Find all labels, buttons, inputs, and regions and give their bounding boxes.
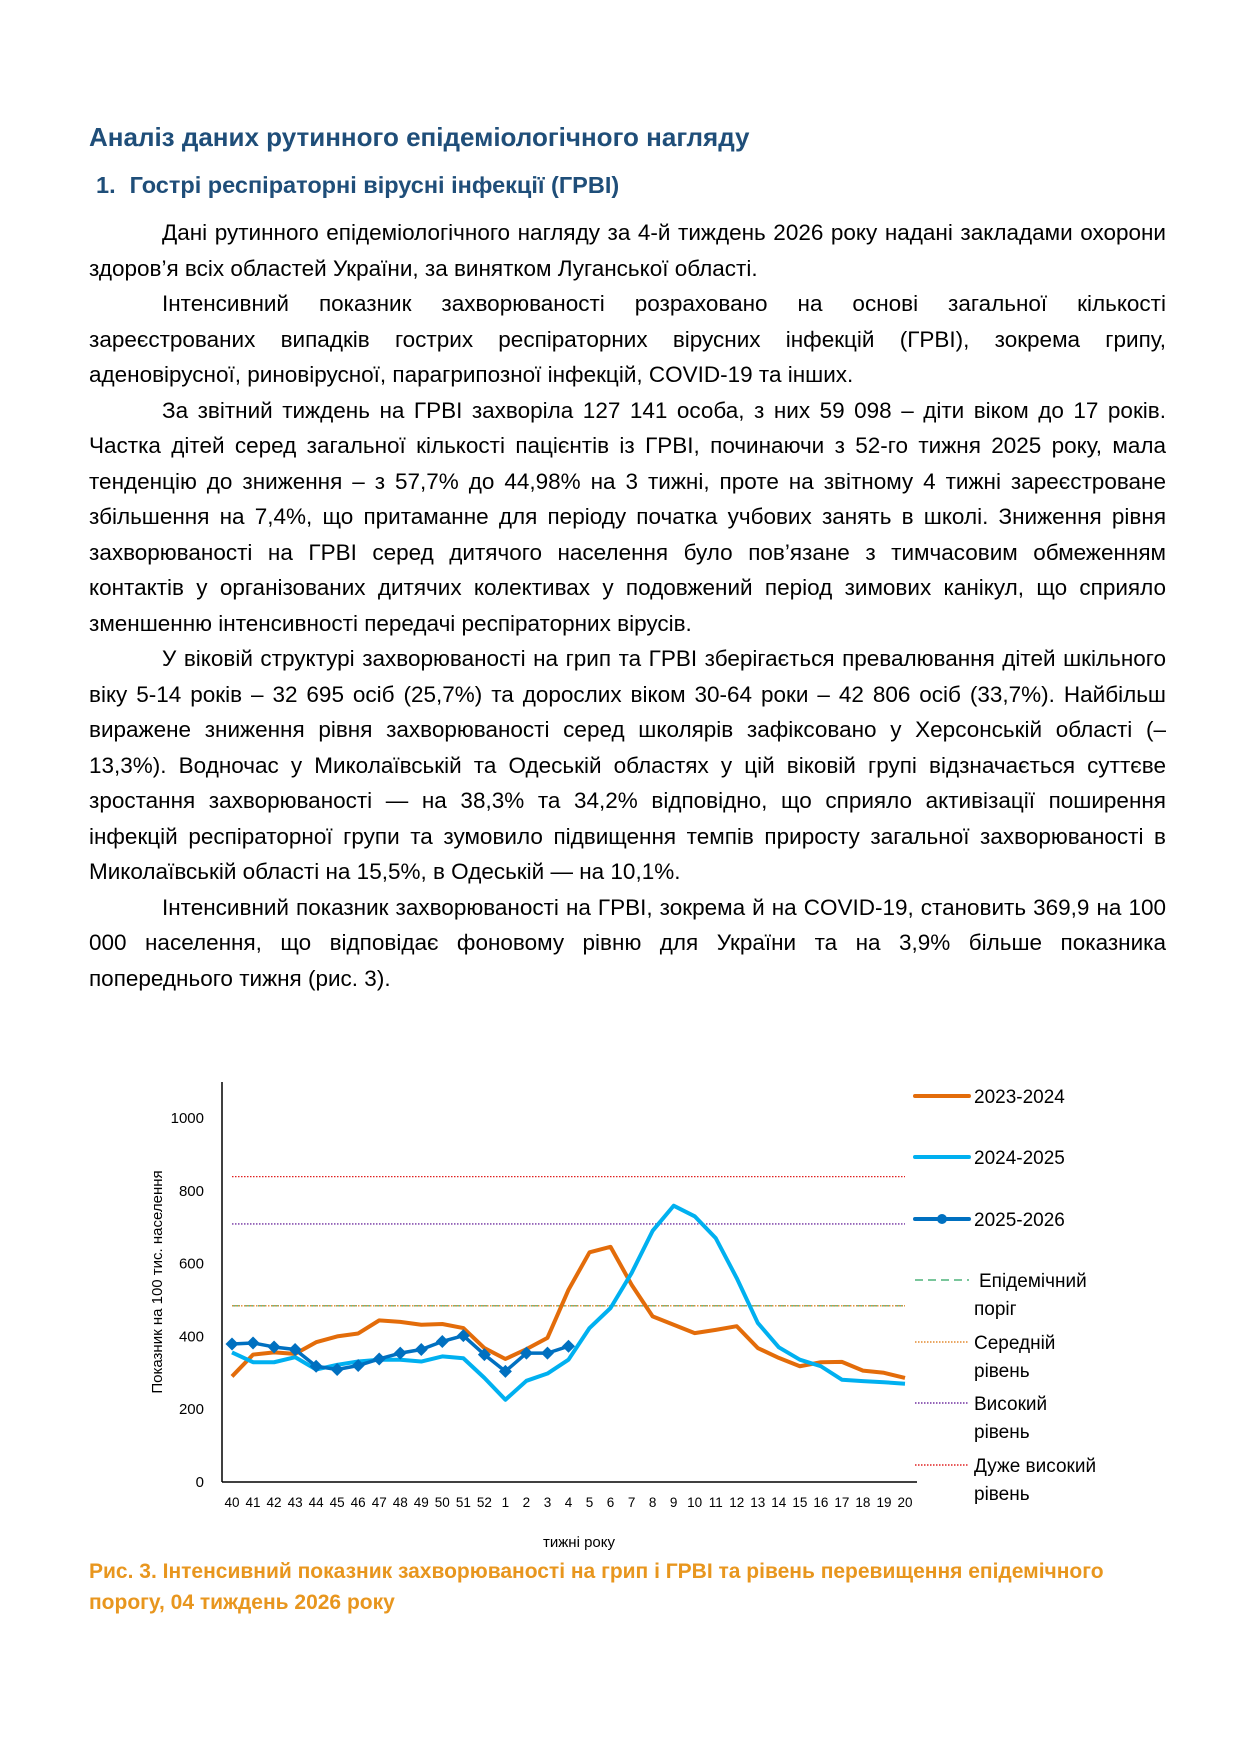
data-point: [393, 1346, 407, 1360]
paragraph: У віковій структурі захворюваності на гр…: [89, 646, 1166, 884]
x-tick-label: 41: [246, 1495, 261, 1510]
data-point: [351, 1359, 365, 1373]
paragraph: Інтенсивний показник захворюваності на Г…: [89, 894, 1166, 991]
data-point: [288, 1343, 302, 1357]
x-tick-label: 6: [607, 1495, 615, 1510]
data-point: [372, 1352, 386, 1366]
x-tick-label: 8: [649, 1495, 657, 1510]
x-tick-label: 14: [771, 1495, 787, 1510]
y-tick-label: 1000: [171, 1110, 204, 1127]
legend-marker: [937, 1214, 947, 1224]
data-point: [456, 1329, 470, 1343]
y-tick-label: 800: [179, 1183, 204, 1200]
x-tick-label: 18: [855, 1495, 870, 1510]
legend-label: рівень: [974, 1361, 1030, 1382]
x-tick-label: 50: [435, 1495, 450, 1510]
data-point: [477, 1348, 491, 1362]
data-point: [330, 1363, 344, 1377]
x-tick-label: 13: [750, 1495, 765, 1510]
x-tick-label: 43: [288, 1495, 303, 1510]
x-tick-label: 44: [309, 1495, 325, 1510]
series-line-2023-2024: [230, 1244, 906, 1380]
x-tick-label: 10: [687, 1495, 702, 1510]
x-tick-label: 3: [544, 1495, 552, 1510]
x-tick-label: 9: [670, 1495, 678, 1510]
legend-label: 2024-2025: [974, 1148, 1065, 1169]
x-tick-label: 1: [502, 1495, 510, 1510]
data-point: [540, 1346, 554, 1360]
x-tick-label: 2: [523, 1495, 531, 1510]
subsection-title: Гострі респіраторні вірусні інфекції (ГР…: [129, 172, 620, 198]
x-tick-label: 40: [224, 1495, 239, 1510]
x-tick-label: 4: [565, 1495, 573, 1510]
data-point: [519, 1346, 533, 1360]
data-point: [414, 1343, 428, 1357]
data-point: [246, 1336, 260, 1350]
legend-label: Середній: [974, 1333, 1055, 1354]
x-tick-label: 47: [372, 1495, 387, 1510]
data-point: [225, 1337, 239, 1351]
x-tick-label: 19: [876, 1495, 891, 1510]
figure-caption: Рис. 3. Інтенсивний показник захворювано…: [89, 1560, 1104, 1614]
x-tick-label: 51: [456, 1495, 471, 1510]
x-tick-label: 11: [709, 1495, 723, 1510]
x-tick-label: 15: [792, 1495, 807, 1510]
legend-label: Епідемічний: [979, 1271, 1087, 1292]
chart-legend: 2023-2024 2024-2025 2025-2026 Епідемічний по…: [913, 1087, 1096, 1505]
x-tick-label: 42: [267, 1495, 282, 1510]
x-tick-label: 49: [414, 1495, 429, 1510]
legend-label: 2025-2026: [974, 1210, 1065, 1231]
subsection-heading: 1. Гострі респіраторні вірусні інфекції (…: [96, 172, 619, 199]
paragraph: Дані рутинного епідеміологічного нагляду…: [89, 220, 1166, 281]
x-tick-label: 45: [330, 1495, 345, 1510]
data-point: [267, 1340, 281, 1354]
legend-label: поріг: [974, 1299, 1017, 1320]
paragraph: За звітний тиждень на ГРВІ захворіла 127…: [89, 397, 1166, 636]
y-tick-label: 200: [179, 1401, 204, 1418]
legend-label: Дуже високий: [974, 1456, 1096, 1477]
x-tick-label: 48: [393, 1495, 408, 1510]
section-heading: Аналіз даних рутинного епідеміологічного…: [89, 122, 750, 152]
paragraph: Інтенсивний показник захворюваності розр…: [89, 291, 1166, 387]
x-tick-label: 46: [351, 1495, 366, 1510]
x-tick-label: 7: [628, 1495, 636, 1510]
legend-label: рівень: [974, 1422, 1030, 1443]
body-text: Дані рутинного епідеміологічного нагляду…: [89, 215, 1166, 996]
y-tick-label: 0: [196, 1474, 204, 1491]
legend-label: рівень: [974, 1484, 1030, 1505]
x-tick-label: 12: [729, 1495, 744, 1510]
data-point: [435, 1334, 449, 1348]
series-line-2024-2025: [231, 1203, 906, 1402]
data-point: [309, 1359, 323, 1373]
x-tick-label: 5: [586, 1495, 594, 1510]
legend-label: Високий: [974, 1394, 1047, 1415]
x-tick-label: 17: [834, 1495, 849, 1510]
subsection-number: 1.: [96, 172, 116, 198]
data-point: [498, 1364, 512, 1378]
legend-label: 2023-2024: [974, 1087, 1065, 1108]
x-axis-title: тижні року: [543, 1534, 615, 1551]
x-tick-label: 52: [477, 1495, 492, 1510]
x-tick-label: 20: [897, 1495, 912, 1510]
data-point: [562, 1339, 575, 1353]
y-tick-label: 600: [179, 1256, 204, 1273]
y-axis-title: Показник на 100 тис. населення: [149, 1170, 166, 1393]
y-tick-label: 400: [179, 1328, 204, 1345]
x-tick-label: 16: [813, 1495, 828, 1510]
